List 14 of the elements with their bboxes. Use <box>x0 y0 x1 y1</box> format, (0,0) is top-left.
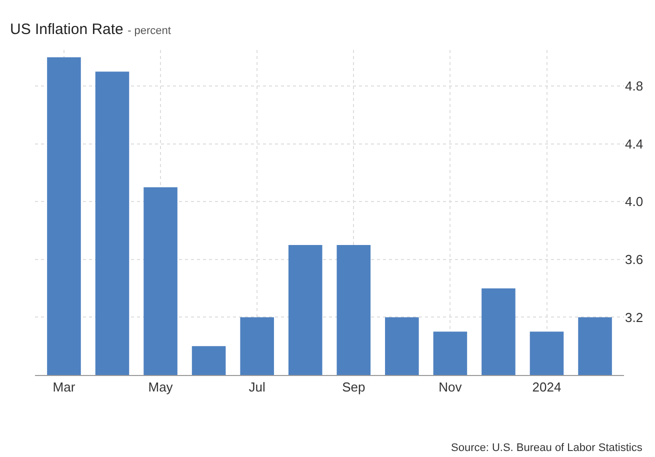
x-tick-label: Sep <box>342 380 366 395</box>
source-note: Source: U.S. Bureau of Labor Statistics <box>451 442 643 454</box>
y-tick-label: 3.2 <box>625 310 644 325</box>
x-tick-label: Nov <box>438 380 462 395</box>
x-tick-label: Jul <box>248 380 266 395</box>
chart-subtitle: - percent <box>128 25 171 37</box>
chart-title: US Inflation Rate <box>10 21 124 38</box>
y-tick-label: 3.6 <box>625 252 644 267</box>
x-tick-label: 2024 <box>532 380 562 395</box>
y-tick-label: 4.4 <box>625 136 644 152</box>
x-tick-label: May <box>148 380 174 395</box>
y-tick-label: 4.8 <box>625 78 644 94</box>
y-tick-label: 4.0 <box>625 194 644 210</box>
x-tick-label: Mar <box>52 380 76 395</box>
